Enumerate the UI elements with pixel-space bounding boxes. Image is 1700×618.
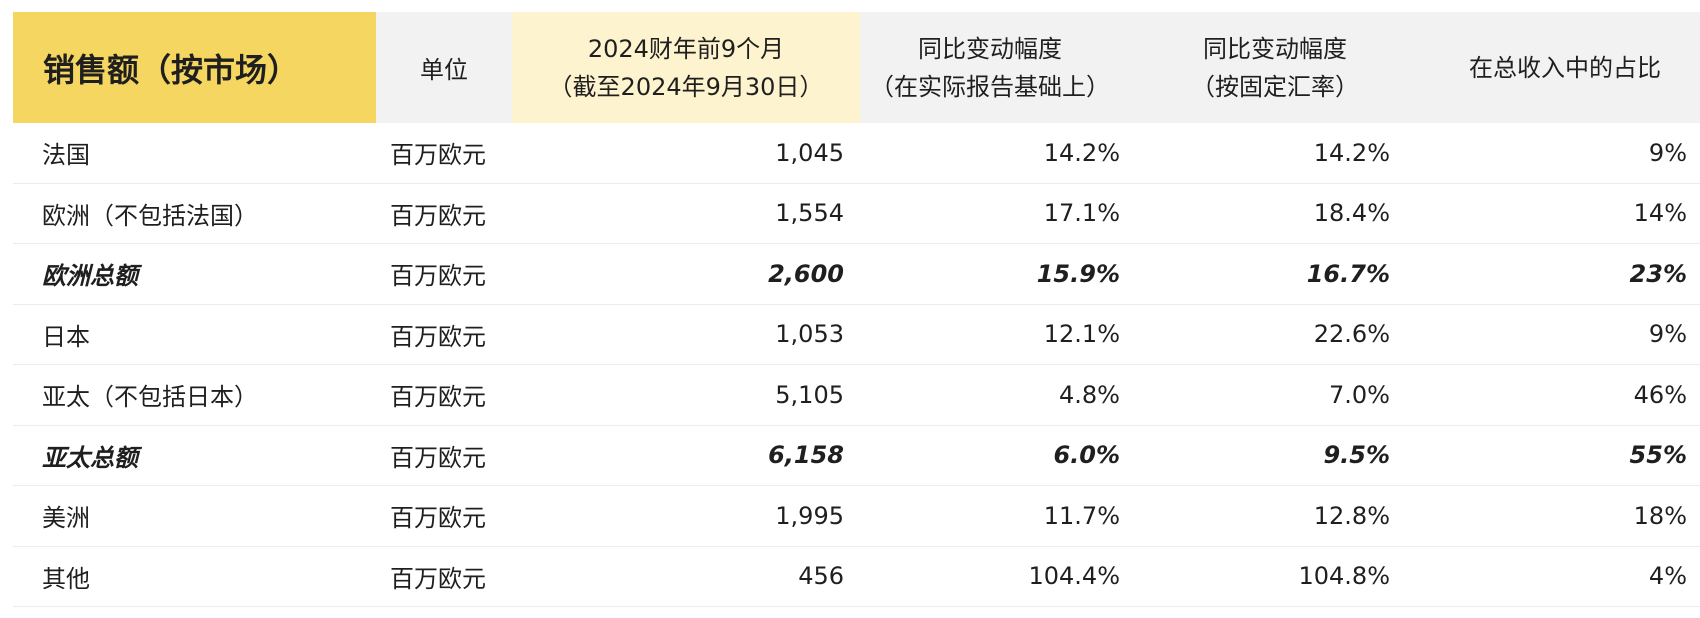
share-cell: 55% (1629, 441, 1687, 470)
unit-cell: 百万欧元 (390, 383, 486, 412)
unit-cell: 百万欧元 (390, 141, 486, 170)
table-row: 法国 百万欧元 1,045 14.2% 14.2% 9% (13, 123, 1700, 184)
market-cell: 亚太（不包括日本） (42, 383, 258, 412)
unit-cell: 百万欧元 (390, 443, 486, 472)
yoy-reported-cell: 104.4% (1028, 562, 1120, 591)
yoy-constant-cell: 12.8% (1313, 501, 1390, 530)
yoy-constant-cell: 7.0% (1329, 380, 1390, 409)
table-row: 美洲 百万欧元 1,995 11.7% 12.8% 18% (13, 486, 1700, 547)
yoy-constant-cell: 22.6% (1313, 320, 1390, 349)
unit-cell: 百万欧元 (390, 201, 486, 230)
unit-cell: 百万欧元 (390, 322, 486, 351)
yoy-reported-cell: 14.2% (1043, 138, 1120, 167)
share-cell: 18% (1633, 501, 1687, 530)
value-cell: 456 (798, 562, 844, 591)
yoy-reported-cell: 12.1% (1043, 320, 1120, 349)
value-cell: 1,995 (775, 501, 844, 530)
market-cell: 美洲 (42, 504, 90, 533)
table-row: 亚太（不包括日本） 百万欧元 5,105 4.8% 7.0% 46% (13, 365, 1700, 426)
header-period-line2: （截至2024年9月30日） (548, 72, 824, 101)
value-cell: 5,105 (775, 380, 844, 409)
share-cell: 46% (1633, 380, 1687, 409)
share-cell: 4% (1648, 562, 1687, 591)
sales-by-market-table: 销售额（按市场） 单位 2024财年前9个月 （截至2024年9月30日） 同比… (13, 12, 1700, 607)
table-header: 销售额（按市场） 单位 2024财年前9个月 （截至2024年9月30日） 同比… (13, 12, 1700, 123)
header-cc-line2: （按固定汇率） (1191, 72, 1359, 101)
header-period-line1: 2024财年前9个月 (587, 34, 785, 63)
yoy-reported-cell: 4.8% (1059, 380, 1120, 409)
header-yoy-line1: 同比变动幅度 (918, 34, 1062, 63)
share-cell: 9% (1648, 138, 1687, 167)
value-cell: 2,600 (768, 259, 844, 288)
table-row: 欧洲总额 百万欧元 2,600 15.9% 16.7% 23% (13, 244, 1700, 305)
header-period: 2024财年前9个月 （截至2024年9月30日） (512, 12, 860, 123)
unit-cell: 百万欧元 (390, 262, 486, 291)
yoy-reported-cell: 15.9% (1036, 259, 1120, 288)
share-cell: 9% (1648, 320, 1687, 349)
header-cc-line1: 同比变动幅度 (1203, 34, 1347, 63)
header-unit: 单位 (376, 12, 512, 123)
yoy-reported-cell: 11.7% (1043, 501, 1120, 530)
value-cell: 1,053 (775, 320, 844, 349)
share-cell: 14% (1633, 199, 1687, 228)
unit-cell: 百万欧元 (390, 564, 486, 593)
market-cell: 欧洲（不包括法国） (42, 201, 258, 230)
yoy-constant-cell: 18.4% (1313, 199, 1390, 228)
table-row: 欧洲（不包括法国） 百万欧元 1,554 17.1% 18.4% 14% (13, 184, 1700, 244)
table-row: 日本 百万欧元 1,053 12.1% 22.6% 9% (13, 305, 1700, 365)
value-cell: 1,554 (775, 199, 844, 228)
unit-cell: 百万欧元 (390, 504, 486, 533)
yoy-constant-cell: 16.7% (1306, 259, 1390, 288)
value-cell: 6,158 (768, 441, 844, 470)
yoy-constant-cell: 104.8% (1298, 562, 1390, 591)
market-cell: 日本 (42, 322, 90, 351)
header-yoy-reported: 同比变动幅度 （在实际报告基础上） (860, 12, 1120, 123)
table-title: 销售额（按市场） (13, 12, 376, 123)
header-yoy-constant: 同比变动幅度 （按固定汇率） (1120, 12, 1430, 123)
share-cell: 23% (1629, 259, 1687, 288)
header-share: 在总收入中的占比 (1430, 12, 1700, 123)
yoy-constant-cell: 9.5% (1323, 441, 1390, 470)
market-cell: 法国 (42, 141, 90, 170)
table-row: 亚太总额 百万欧元 6,158 6.0% 9.5% 55% (13, 426, 1700, 486)
market-cell: 其他 (42, 564, 90, 593)
table-row: 其他 百万欧元 456 104.4% 104.8% 4% (13, 547, 1700, 607)
market-cell: 欧洲总额 (42, 262, 138, 291)
yoy-constant-cell: 14.2% (1313, 138, 1390, 167)
header-yoy-line2: （在实际报告基础上） (870, 72, 1110, 101)
market-cell: 亚太总额 (42, 443, 138, 472)
yoy-reported-cell: 6.0% (1053, 441, 1120, 470)
yoy-reported-cell: 17.1% (1043, 199, 1120, 228)
value-cell: 1,045 (775, 138, 844, 167)
table-body: 法国 百万欧元 1,045 14.2% 14.2% 9% 欧洲（不包括法国） 百万欧元 1,55… (13, 123, 1700, 607)
